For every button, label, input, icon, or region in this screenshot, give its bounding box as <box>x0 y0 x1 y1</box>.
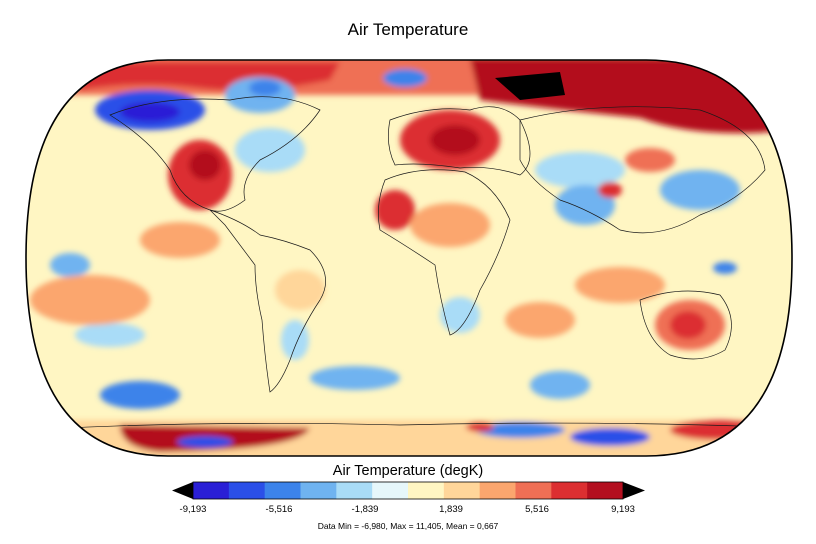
colorbar-swatch <box>300 482 337 499</box>
colorbar-min-arrow-icon <box>172 482 193 499</box>
colorbar-swatch <box>443 482 481 499</box>
colorbar-tick-label: -5,516 <box>266 504 293 515</box>
colorbar-max-arrow-icon <box>623 482 645 499</box>
data-statistics: Data Min = -6,980, Max = 11,405, Mean = … <box>317 521 499 531</box>
colorbar-swatch <box>408 482 445 499</box>
coastlines <box>29 96 791 431</box>
colorbar-swatch <box>479 482 516 499</box>
world-temperature-map <box>25 59 793 457</box>
colorbar-swatch <box>336 482 373 499</box>
colorbar-tick-label: -1,839 <box>352 504 379 515</box>
colorbar-tick-label: 1,839 <box>439 504 463 515</box>
colorbar-swatch <box>515 482 552 499</box>
colorbar-tick-label: 5,516 <box>525 504 549 515</box>
colorbar-tick-label: -9,193 <box>180 504 207 515</box>
map-title: Air Temperature <box>347 20 469 39</box>
colorbar-swatch <box>372 482 409 499</box>
colorbar-swatch <box>587 482 624 499</box>
colorbar-swatch <box>264 482 301 499</box>
colorbar-swatch <box>193 482 230 499</box>
colorbar-tick-label: 9,193 <box>611 504 635 515</box>
map-frame <box>25 59 793 457</box>
missing-data-patch <box>495 72 565 100</box>
colorbar-swatch <box>551 482 588 499</box>
colorbar-title: Air Temperature (degK) <box>332 463 484 479</box>
colorbar-swatch <box>228 482 266 499</box>
